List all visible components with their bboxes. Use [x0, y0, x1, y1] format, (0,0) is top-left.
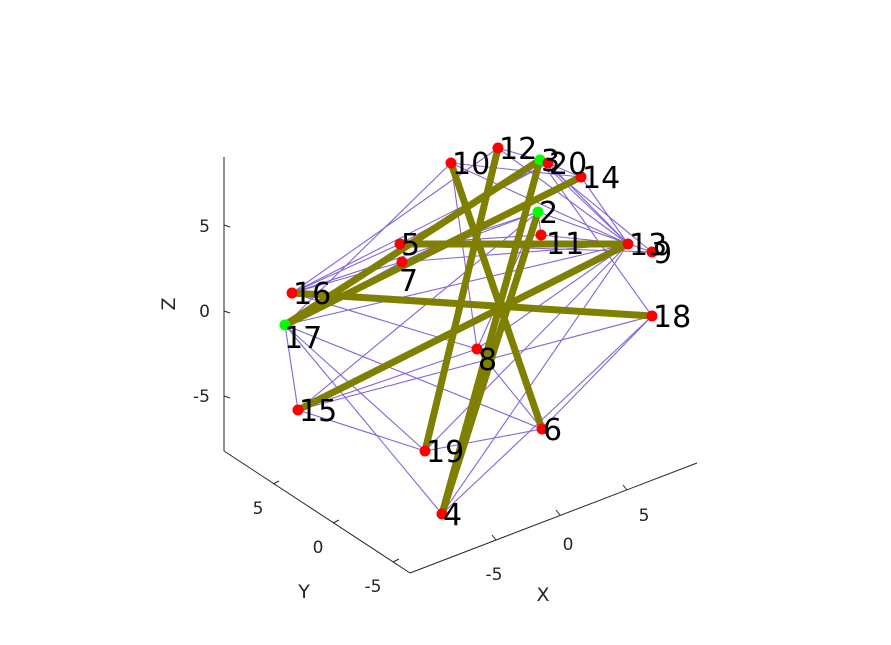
node-label-15: 15 — [299, 394, 337, 429]
thin-edge-4-13 — [441, 243, 629, 515]
node-label-10: 10 — [452, 147, 490, 182]
thin-edge-10-17 — [284, 162, 452, 326]
nodes — [279, 142, 658, 520]
x-tick-0 — [555, 509, 561, 516]
node-label-8: 8 — [478, 343, 497, 378]
thin-edge-6-18 — [541, 315, 653, 430]
y-axis-line — [223, 450, 411, 574]
thin-edge-14-13 — [580, 176, 629, 245]
node-14 — [575, 171, 587, 183]
node-8 — [471, 343, 483, 355]
thin-edge-10-8 — [450, 162, 478, 350]
thin-edge-20-13 — [547, 162, 629, 245]
node-7 — [396, 256, 408, 268]
node-label-17: 17 — [284, 321, 322, 356]
node-18 — [646, 310, 658, 322]
node-4 — [436, 508, 448, 520]
z-tick-5 — [223, 224, 231, 228]
y-axis-label: Y — [297, 581, 310, 603]
y-tick-minus5 — [392, 558, 400, 563]
node-labels: 2 3 4 5 6 7 8 9 10 11 12 13 14 15 16 17 18 19 20 — [284, 132, 691, 533]
x-tick-label-5: 5 — [639, 506, 650, 526]
thin-edge-17-13 — [284, 243, 629, 326]
node-16 — [286, 287, 298, 299]
node-9 — [646, 246, 658, 258]
thin-edge-19-6 — [424, 428, 543, 452]
node-17 — [279, 319, 291, 331]
node-label-2: 2 — [539, 196, 558, 231]
node-label-16: 16 — [293, 277, 331, 312]
y-tick-label-0: 0 — [313, 538, 324, 558]
node-label-20: 20 — [549, 147, 587, 182]
node-label-4: 4 — [443, 498, 462, 533]
thin-edge-17-4 — [284, 324, 443, 515]
node-label-12: 12 — [499, 132, 537, 167]
node-5 — [394, 238, 406, 250]
z-tick-label-0: 0 — [199, 302, 210, 322]
node-label-9: 9 — [653, 236, 672, 271]
thin-edge-12-16 — [291, 147, 499, 294]
node-13 — [622, 238, 634, 250]
thin-edge-3-13 — [539, 159, 629, 245]
x-axis-label: X — [536, 584, 549, 606]
z-tick-label-minus5: -5 — [193, 387, 210, 407]
y-tick-label-5: 5 — [253, 499, 264, 519]
node-label-14: 14 — [582, 161, 620, 196]
thick-edge-2-4 — [438, 208, 542, 518]
x-axis-line — [409, 462, 698, 574]
thin-edge-7-16 — [291, 261, 403, 294]
z-tick-label-5: 5 — [199, 217, 210, 237]
node-label-5: 5 — [401, 228, 420, 263]
thin-edge-17-19 — [284, 324, 426, 452]
thin-edge-12-3 — [497, 147, 541, 161]
node-label-11: 11 — [546, 227, 584, 262]
y-tick-5 — [272, 480, 280, 485]
node-6 — [536, 423, 548, 435]
x-tick-minus5 — [491, 534, 497, 541]
thin-edge-15-18 — [297, 315, 653, 411]
thin-edge-17-6 — [284, 324, 543, 430]
node-2 — [532, 206, 544, 218]
thin-edge-15-19 — [297, 409, 426, 452]
thick-edge-15-13 — [294, 240, 632, 414]
node-12 — [492, 142, 504, 154]
node-label-7: 7 — [399, 264, 418, 299]
node-label-3: 3 — [541, 144, 560, 179]
x-tick-label-0: 0 — [563, 535, 574, 555]
thick-edge-16-18 — [288, 289, 656, 320]
node-label-18: 18 — [653, 300, 691, 335]
z-tick-minus5 — [223, 395, 231, 399]
thin-edge-3-9 — [539, 159, 653, 253]
thin-edge-2-16 — [291, 211, 539, 294]
node-19 — [419, 445, 431, 457]
thin-edge-19-13 — [424, 243, 629, 452]
node-label-6: 6 — [543, 413, 562, 448]
node-label-13: 13 — [629, 228, 667, 263]
axes — [223, 157, 698, 574]
thin-edge-4-18 — [441, 315, 653, 515]
thin-edge-10-13 — [450, 162, 629, 245]
thick-edges — [281, 144, 656, 518]
z-axis-label: Z — [158, 297, 180, 310]
z-tick-0 — [223, 310, 231, 314]
axis-ticks — [223, 224, 628, 563]
x-tick-5 — [622, 484, 628, 491]
thin-edge-17-15 — [284, 324, 299, 411]
node-20 — [542, 157, 554, 169]
node-label-19: 19 — [426, 435, 464, 470]
node-11 — [535, 229, 547, 241]
y-tick-0 — [332, 519, 340, 524]
node-15 — [292, 404, 304, 416]
thick-edge-14-17 — [281, 173, 585, 329]
thin-edge-12-13 — [497, 147, 629, 245]
thin-edge-5-16 — [291, 243, 401, 294]
y-tick-label-minus5: -5 — [365, 577, 382, 597]
x-tick-label-minus5: -5 — [486, 565, 503, 585]
node-10 — [445, 157, 457, 169]
